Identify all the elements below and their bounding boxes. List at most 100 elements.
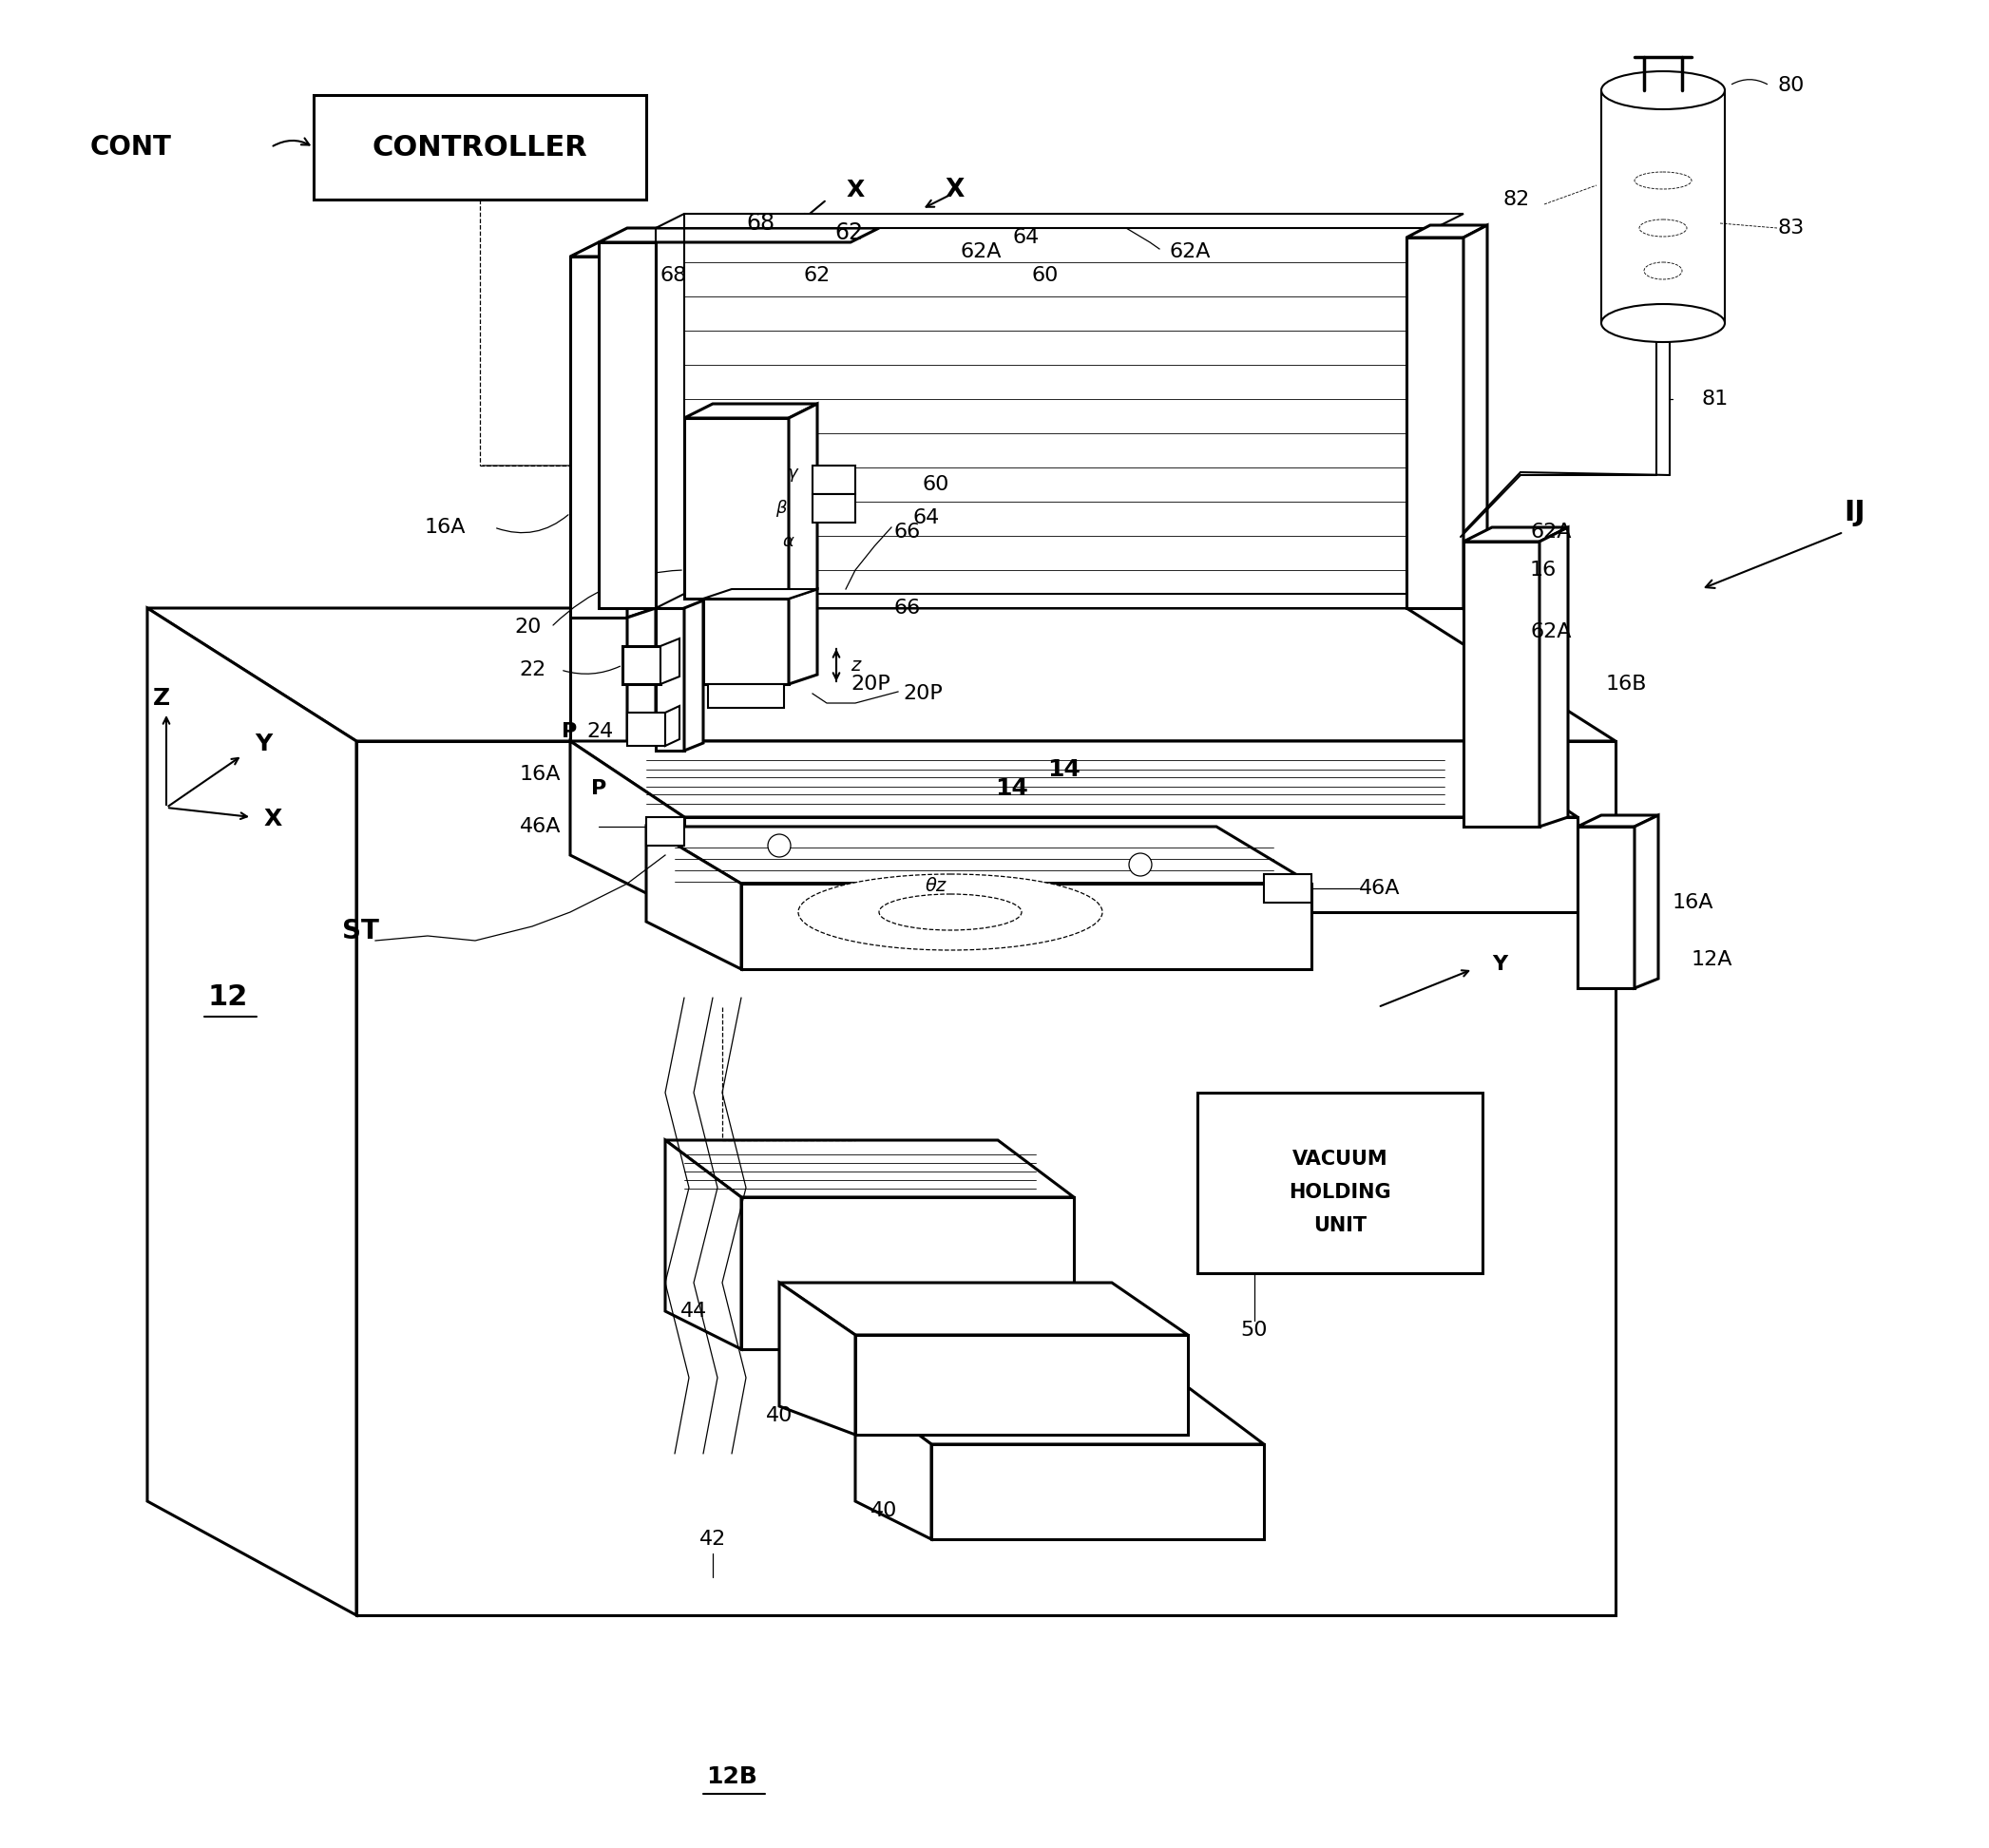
Polygon shape <box>790 405 817 599</box>
Text: CONT: CONT <box>90 133 171 161</box>
Polygon shape <box>627 608 656 741</box>
Polygon shape <box>571 741 684 913</box>
Polygon shape <box>623 647 660 684</box>
Ellipse shape <box>1601 72 1724 109</box>
Polygon shape <box>571 257 627 617</box>
Text: 46A: 46A <box>519 817 561 835</box>
Text: $\theta z$: $\theta z$ <box>925 876 947 894</box>
Polygon shape <box>656 608 684 750</box>
Polygon shape <box>664 1140 742 1349</box>
Text: 16: 16 <box>1530 560 1557 580</box>
Text: 40: 40 <box>871 1501 897 1521</box>
FancyArrowPatch shape <box>272 139 310 146</box>
Polygon shape <box>1539 527 1567 826</box>
Polygon shape <box>814 493 855 523</box>
Polygon shape <box>1406 238 1464 608</box>
Polygon shape <box>684 418 790 599</box>
Polygon shape <box>1406 225 1488 238</box>
Polygon shape <box>571 617 627 741</box>
Polygon shape <box>1464 527 1567 541</box>
Text: 62: 62 <box>833 222 863 244</box>
Polygon shape <box>780 1283 855 1434</box>
Text: Z: Z <box>153 687 171 710</box>
Text: 16A: 16A <box>1673 893 1715 913</box>
Text: 14: 14 <box>996 778 1028 800</box>
Polygon shape <box>855 1334 1187 1434</box>
Polygon shape <box>1577 815 1659 826</box>
Polygon shape <box>684 405 817 418</box>
Text: 68: 68 <box>746 213 774 235</box>
Polygon shape <box>646 817 684 846</box>
Polygon shape <box>742 883 1311 968</box>
Text: 40: 40 <box>766 1406 794 1425</box>
Text: 14: 14 <box>1048 758 1080 782</box>
Polygon shape <box>656 593 1434 608</box>
Polygon shape <box>314 94 646 200</box>
Text: 22: 22 <box>519 660 547 680</box>
Text: ST: ST <box>342 918 380 944</box>
Polygon shape <box>646 826 742 968</box>
Text: 62A: 62A <box>961 242 1000 261</box>
Text: P: P <box>561 723 577 741</box>
Polygon shape <box>599 227 879 242</box>
Text: X: X <box>265 808 282 830</box>
Ellipse shape <box>1635 172 1691 188</box>
Polygon shape <box>646 826 1311 883</box>
Circle shape <box>1130 854 1152 876</box>
Polygon shape <box>356 741 1615 1615</box>
Text: IJ: IJ <box>1844 499 1866 527</box>
Text: 42: 42 <box>700 1530 726 1549</box>
Polygon shape <box>742 1198 1074 1349</box>
Text: UNIT: UNIT <box>1313 1216 1366 1234</box>
Polygon shape <box>790 590 817 684</box>
Text: P: P <box>591 780 607 798</box>
Polygon shape <box>147 608 1615 741</box>
Polygon shape <box>627 242 656 617</box>
Text: 62A: 62A <box>1170 242 1209 261</box>
Polygon shape <box>664 1140 1074 1198</box>
Polygon shape <box>855 1388 1263 1443</box>
Polygon shape <box>1263 874 1311 902</box>
Ellipse shape <box>1645 262 1683 279</box>
Text: Y: Y <box>1492 955 1508 974</box>
Text: 66: 66 <box>893 523 921 541</box>
Polygon shape <box>627 713 664 747</box>
Text: 20P: 20P <box>851 675 891 693</box>
Text: 20P: 20P <box>903 684 943 702</box>
Text: 46A: 46A <box>1358 880 1400 898</box>
Polygon shape <box>780 1283 1187 1334</box>
Polygon shape <box>1577 826 1635 989</box>
Ellipse shape <box>1639 220 1687 237</box>
Text: 12B: 12B <box>706 1765 758 1789</box>
Text: 68: 68 <box>660 266 688 285</box>
Text: 62A: 62A <box>1530 523 1571 541</box>
Text: 16A: 16A <box>519 765 561 784</box>
Polygon shape <box>147 608 356 1615</box>
Polygon shape <box>664 706 680 747</box>
Text: $\alpha$: $\alpha$ <box>782 532 796 551</box>
Text: VACUUM: VACUUM <box>1293 1149 1388 1168</box>
Text: 81: 81 <box>1701 390 1728 408</box>
Text: 16B: 16B <box>1605 675 1647 693</box>
Text: 20: 20 <box>515 617 541 636</box>
Text: 62A: 62A <box>1530 623 1571 641</box>
Text: 64: 64 <box>913 508 941 527</box>
Text: HOLDING: HOLDING <box>1289 1183 1390 1201</box>
Circle shape <box>768 833 792 857</box>
Polygon shape <box>1197 1092 1482 1273</box>
Text: 64: 64 <box>1012 227 1040 248</box>
Polygon shape <box>708 684 784 708</box>
Ellipse shape <box>798 874 1102 950</box>
Text: 83: 83 <box>1776 218 1804 238</box>
Polygon shape <box>855 1388 931 1539</box>
Text: 60: 60 <box>923 475 949 493</box>
Polygon shape <box>1635 815 1659 989</box>
Text: 50: 50 <box>1241 1321 1267 1340</box>
Text: 16A: 16A <box>424 517 465 536</box>
Text: 62: 62 <box>804 266 831 285</box>
Text: z: z <box>851 656 859 675</box>
Polygon shape <box>684 817 1577 913</box>
Polygon shape <box>704 590 817 599</box>
Text: 24: 24 <box>587 723 613 741</box>
Text: X: X <box>945 177 965 203</box>
